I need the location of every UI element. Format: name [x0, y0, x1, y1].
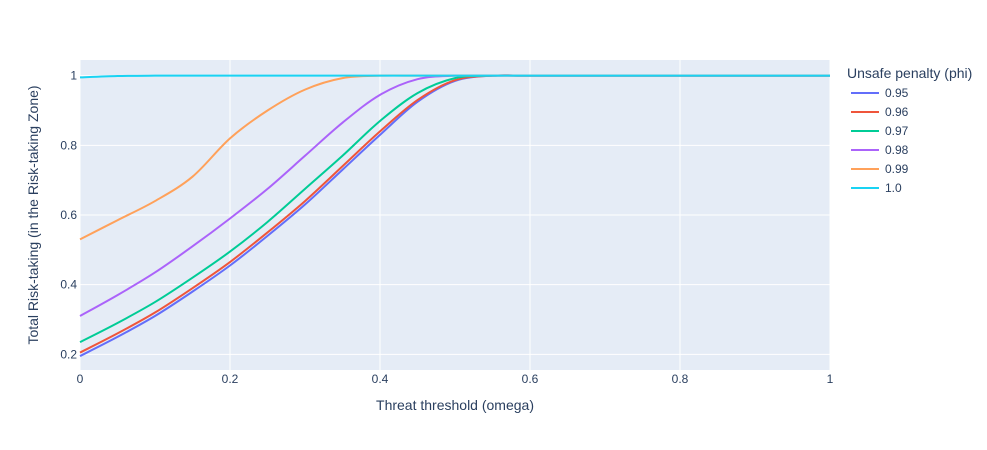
legend-item-label[interactable]: 0.97 — [885, 124, 909, 138]
series-line-1-0[interactable] — [79, 74, 830, 79]
y-tick-label: 0.4 — [60, 278, 77, 292]
x-axis-ticks: 0 0.2 0.4 0.6 0.8 1 — [77, 372, 834, 386]
y-tick-label: 0.8 — [60, 138, 77, 152]
legend-item-label[interactable]: 0.95 — [885, 86, 909, 100]
legend: Unsafe penalty (phi) 0.95 0.96 0.97 0.98 0.9… — [847, 65, 972, 195]
x-tick-label: 0.4 — [372, 372, 389, 386]
legend-item-label[interactable]: 1.0 — [885, 181, 902, 195]
x-tick-label: 0.2 — [222, 372, 239, 386]
y-tick-label: 0.6 — [60, 208, 77, 222]
x-tick-label: 1 — [827, 372, 834, 386]
y-tick-label: 0.2 — [60, 347, 77, 361]
x-tick-label: 0 — [77, 372, 84, 386]
legend-item-label[interactable]: 0.99 — [885, 162, 909, 176]
legend-item-label[interactable]: 0.98 — [885, 143, 909, 157]
series-layer — [79, 74, 830, 357]
x-axis-title: Threat threshold (omega) — [376, 397, 534, 413]
y-axis-ticks: 0.2 0.4 0.6 0.8 1 — [60, 69, 77, 362]
y-tick-label: 1 — [70, 69, 77, 83]
legend-item-label[interactable]: 0.96 — [885, 105, 909, 119]
y-axis-title: Total Risk-taking (in the Risk-taking Zo… — [25, 85, 41, 344]
x-tick-label: 0.8 — [672, 372, 689, 386]
legend-title[interactable]: Unsafe penalty (phi) — [847, 65, 972, 81]
x-tick-label: 0.6 — [522, 372, 539, 386]
